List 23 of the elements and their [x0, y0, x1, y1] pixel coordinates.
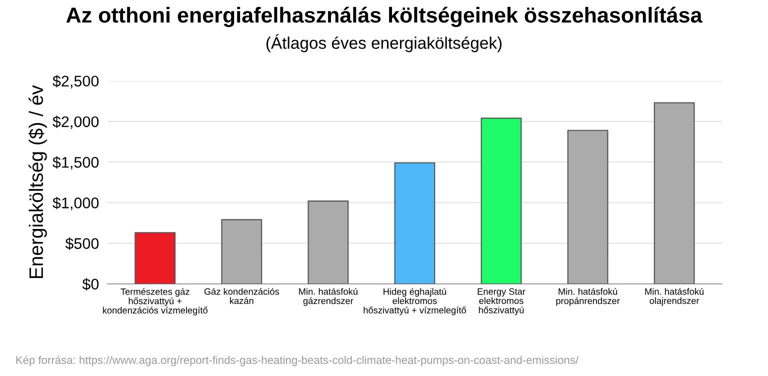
chart-subtitle: (Átlagos éves energiaköltségek)	[266, 34, 502, 52]
bar	[308, 200, 349, 284]
x-tick-label: Energy Star elektromos hőszivattyú	[478, 288, 526, 316]
y-tick-label: $2,000	[52, 116, 99, 129]
y-tick-label: $1,000	[52, 196, 99, 210]
y-tick-label: $0	[82, 278, 99, 290]
bar	[654, 102, 695, 284]
y-tick-label: $500	[65, 237, 99, 250]
y-tick-label: $1,500	[52, 156, 99, 170]
text: Kép forrása: https://www.aga.org/report-finds-gas-heating-beats-cold-climate-heat-pumps-on-coast-and-emissions/	[16, 356, 579, 366]
x-tick-label: Hideg éghajlatú elektromos hőszivattyú + vízmelegítő	[364, 288, 466, 316]
x-tick-label: Min. hatásfokú olajrendszer	[645, 288, 704, 306]
bar	[134, 232, 176, 284]
bar	[480, 118, 522, 284]
y-tick-label: $2,500	[52, 75, 99, 88]
bar	[567, 130, 608, 284]
y-axis-title: Energiaköltség ($) / év	[28, 85, 47, 278]
x-tick-label: Gáz kondenzációs kazán	[204, 288, 280, 304]
bar	[221, 219, 262, 284]
x-tick-label: Min. hatásfokú propánrendszer	[556, 288, 620, 306]
bar	[394, 162, 436, 284]
chart-title: Az otthoni energiafelhasználás költségeinek összehasonlítása	[66, 6, 702, 28]
x-tick-label: Min. hatásfokú gázrendszer	[299, 288, 358, 306]
